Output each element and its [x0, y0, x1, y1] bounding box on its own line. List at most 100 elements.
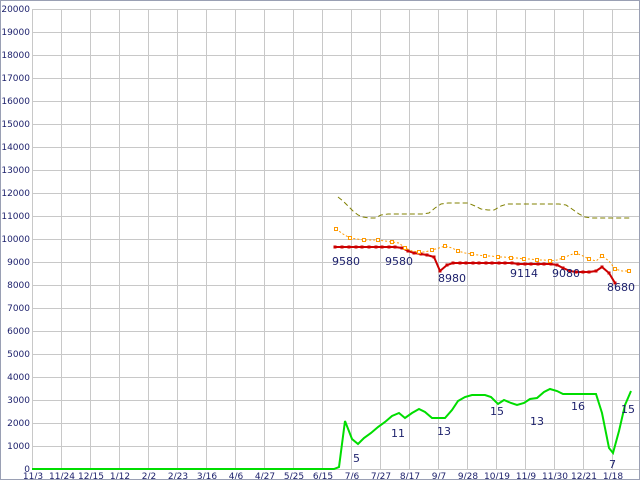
- y-tick-label: 6000: [7, 327, 30, 337]
- data-point-marker: [535, 258, 539, 262]
- data-point-marker: [432, 255, 436, 259]
- data-point-marker: [387, 245, 391, 249]
- y-axis-tick-labels: 0 1000 2000 3000 4000 5000 6000 7000 8000 9000 100…: [1, 5, 30, 475]
- data-point-marker: [367, 245, 371, 249]
- data-point-marker: [581, 270, 585, 274]
- y-tick-label: 1000: [7, 442, 30, 452]
- data-point-marker: [549, 262, 553, 266]
- data-point-marker: [425, 253, 429, 257]
- x-tick-label: 11/30: [542, 472, 568, 480]
- y-tick-label: 13000: [1, 166, 30, 176]
- data-point-label: 13: [530, 415, 544, 428]
- y-tick-label: 8000: [7, 281, 30, 291]
- data-point-marker: [354, 245, 358, 249]
- data-point-marker: [417, 250, 421, 254]
- data-point-marker: [627, 269, 631, 273]
- data-point-marker: [587, 257, 591, 261]
- green-count-line: [32, 387, 632, 470]
- data-point-marker: [456, 249, 460, 253]
- x-tick-label: 10/19: [484, 472, 510, 480]
- data-point-marker: [393, 245, 397, 249]
- data-point-marker: [574, 251, 578, 255]
- x-tick-label: 4/27: [255, 472, 275, 480]
- data-point-label: 9080: [552, 267, 580, 280]
- y-tick-label: 11000: [1, 212, 30, 222]
- data-point-marker: [523, 262, 527, 266]
- series-layer: [32, 196, 632, 470]
- data-point-marker: [464, 261, 468, 265]
- y-tick-label: 17000: [1, 74, 30, 84]
- data-point-marker: [594, 269, 598, 273]
- data-point-marker: [477, 261, 481, 265]
- data-label-layer: 5 11 13 15 13 16 7 15 9580 9580 8980 9114 9080 8680: [332, 255, 635, 471]
- data-point-marker: [458, 261, 462, 265]
- x-tick-label: 8/17: [400, 472, 420, 480]
- x-tick-label: 11/3: [23, 472, 43, 480]
- y-tick-label: 19000: [1, 28, 30, 38]
- x-tick-label: 7/27: [371, 472, 391, 480]
- x-tick-label: 12/21: [571, 472, 597, 480]
- data-point-marker: [340, 245, 344, 249]
- y-tick-label: 18000: [1, 51, 30, 61]
- y-tick-label: 5000: [7, 350, 30, 360]
- y-tick-label: 0: [24, 465, 30, 475]
- data-point-marker: [334, 227, 338, 231]
- data-point-label: 15: [490, 405, 504, 418]
- data-point-marker: [360, 245, 364, 249]
- data-point-marker: [568, 269, 572, 273]
- data-point-marker: [497, 261, 501, 265]
- data-point-marker: [529, 262, 533, 266]
- data-point-marker: [561, 266, 565, 270]
- data-point-marker: [600, 265, 604, 269]
- data-point-marker: [445, 263, 449, 267]
- data-point-marker: [510, 261, 514, 265]
- data-point-marker: [561, 256, 565, 260]
- x-tick-label: 1/18: [603, 472, 623, 480]
- data-point-marker: [430, 248, 434, 252]
- data-point-marker: [548, 259, 552, 263]
- x-tick-label: 11/24: [49, 472, 75, 480]
- x-tick-label: 9/28: [458, 472, 478, 480]
- data-point-marker: [587, 270, 591, 274]
- y-tick-label: 10000: [1, 235, 30, 245]
- x-tick-label: 7/6: [345, 472, 360, 480]
- data-point-marker: [536, 262, 540, 266]
- data-point-marker: [333, 245, 337, 249]
- y-tick-label: 7000: [7, 304, 30, 314]
- data-point-marker: [516, 262, 520, 266]
- orange-dotted-line: [335, 228, 629, 272]
- x-tick-label: 1/12: [110, 472, 130, 480]
- data-point-marker: [374, 245, 378, 249]
- data-point-marker: [347, 245, 351, 249]
- x-tick-label: 6/15: [313, 472, 333, 480]
- data-point-label: 8980: [438, 272, 466, 285]
- x-tick-label: 12/15: [78, 472, 104, 480]
- data-point-marker: [490, 261, 494, 265]
- olive-dashed-line: [337, 196, 632, 219]
- y-tick-label: 2000: [7, 419, 30, 429]
- data-point-marker: [503, 261, 507, 265]
- data-point-label: 15: [621, 403, 635, 416]
- data-point-marker: [400, 246, 404, 250]
- x-tick-label: 2/23: [168, 472, 188, 480]
- x-axis-tick-labels: 11/3 11/24 12/15 1/12 2/2 2/23 3/16 4/6 4/27 5/25…: [23, 472, 623, 480]
- y-tick-label: 16000: [1, 97, 30, 107]
- grid-layer: [32, 9, 639, 470]
- data-point-label: 5: [353, 452, 360, 465]
- data-point-marker: [348, 236, 352, 240]
- y-tick-label: 4000: [7, 373, 30, 383]
- y-tick-label: 9000: [7, 258, 30, 268]
- data-point-marker: [412, 251, 416, 255]
- data-point-label: 16: [571, 400, 585, 413]
- x-tick-label: 3/16: [197, 472, 217, 480]
- y-tick-label: 20000: [1, 5, 30, 15]
- x-tick-label: 9/7: [432, 472, 446, 480]
- data-point-marker: [403, 246, 407, 250]
- data-point-marker: [362, 238, 366, 242]
- data-point-label: 11: [391, 427, 405, 440]
- data-point-marker: [509, 256, 513, 260]
- data-point-label: 7: [609, 458, 616, 471]
- x-tick-label: 5/25: [284, 472, 304, 480]
